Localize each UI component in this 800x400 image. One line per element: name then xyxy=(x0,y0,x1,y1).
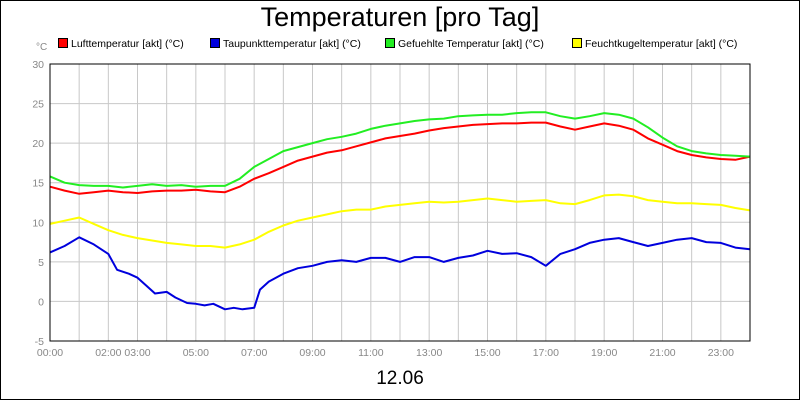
x-tick-label: 07:00 xyxy=(241,347,267,359)
x-tick-label: 02:00 xyxy=(95,347,121,359)
y-tick-label: -5 xyxy=(35,336,44,348)
y-tick-label: 10 xyxy=(32,217,44,229)
series-line-1 xyxy=(49,236,751,311)
x-tick-label: 23:00 xyxy=(708,347,734,359)
y-tick-label: 20 xyxy=(32,138,44,150)
series-line-0 xyxy=(49,121,751,195)
x-tick-label: 00:00 xyxy=(37,347,63,359)
legend-item-lufttemperatur: Lufttemperatur [akt] (°C) xyxy=(58,38,184,50)
date-label: 12.06 xyxy=(376,368,424,389)
chart-title: Temperaturen [pro Tag] xyxy=(260,2,540,32)
x-tick-label: 15:00 xyxy=(474,347,500,359)
y-tick-label: 25 xyxy=(32,99,44,111)
x-tick-label: 19:00 xyxy=(591,347,617,359)
y-tick-label: 5 xyxy=(38,257,44,269)
legend-swatch xyxy=(572,38,582,48)
x-tick-label: 21:00 xyxy=(649,347,675,359)
legend-item-taupunkttemperatur: Taupunkttemperatur [akt] (°C) xyxy=(210,38,361,50)
y-tick-label: 30 xyxy=(32,59,44,71)
legend-label: Gefuehlte Temperatur [akt] (°C) xyxy=(398,38,544,50)
y-tick-label: 0 xyxy=(38,296,44,308)
y-axis-unit: °C xyxy=(36,42,48,53)
legend-swatch xyxy=(210,38,220,48)
x-tick-label: 17:00 xyxy=(533,347,559,359)
series-line-3 xyxy=(49,193,751,249)
x-tick-label: 09:00 xyxy=(299,347,325,359)
series-line-2 xyxy=(49,111,751,189)
legend-swatch xyxy=(58,38,68,48)
legend-label: Feuchtkugeltemperatur [akt] (°C) xyxy=(585,38,738,50)
legend-item-gefuehlte-temperatur: Gefuehlte Temperatur [akt] (°C) xyxy=(385,38,544,50)
legend-swatch xyxy=(385,38,395,48)
legend-label: Taupunkttemperatur [akt] (°C) xyxy=(223,38,361,50)
y-tick-label: 15 xyxy=(32,178,44,190)
x-tick-label: 03:00 xyxy=(124,347,150,359)
x-tick-label: 11:00 xyxy=(358,347,384,359)
legend-label: Lufttemperatur [akt] (°C) xyxy=(71,38,184,50)
x-tick-label: 13:00 xyxy=(416,347,442,359)
legend-item-feuchtkugeltemperatur: Feuchtkugeltemperatur [akt] (°C) xyxy=(572,38,737,50)
x-tick-label: 05:00 xyxy=(183,347,209,359)
plot-border xyxy=(49,63,751,342)
